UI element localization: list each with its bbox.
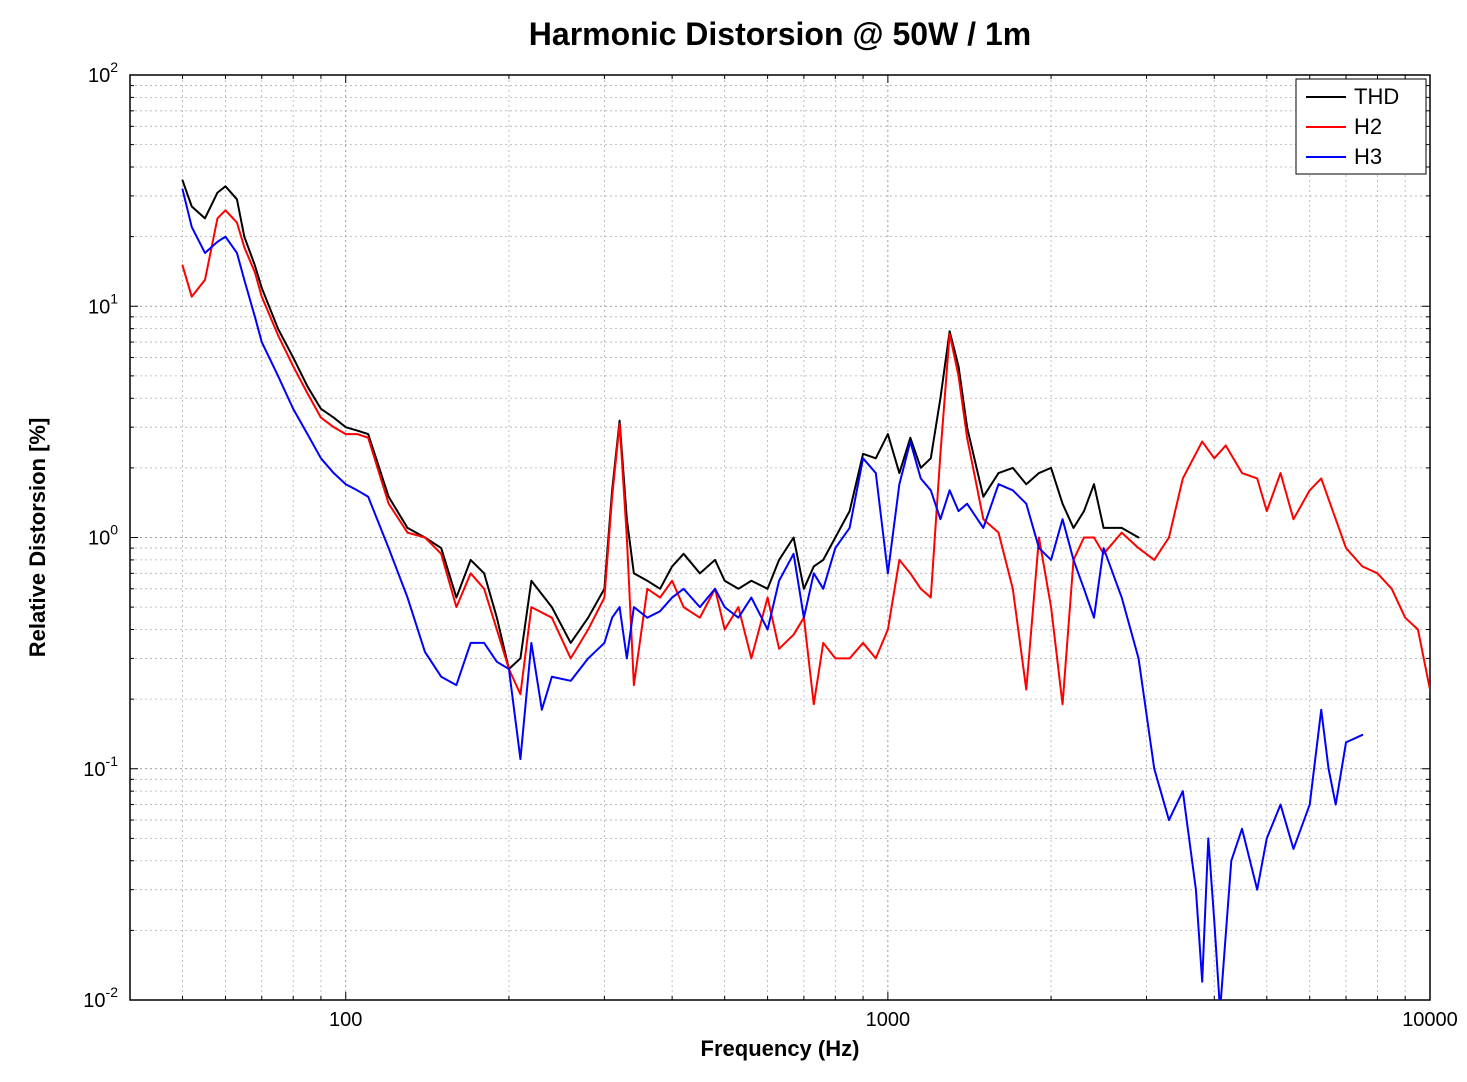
x-axis-label: Frequency (Hz) [701,1036,860,1061]
legend-label: H2 [1354,114,1382,139]
chart-title: Harmonic Distorsion @ 50W / 1m [529,16,1031,52]
x-tick-label: 10000 [1402,1009,1458,1031]
x-tick-label: 100 [329,1009,362,1031]
legend-label: H3 [1354,144,1382,169]
chart-svg: 10010001000010-210-1100101102Frequency (… [0,0,1467,1082]
chart-container: 10010001000010-210-1100101102Frequency (… [0,0,1467,1082]
y-axis-label: Relative Distorsion [%] [25,418,50,658]
x-tick-label: 1000 [866,1009,911,1031]
legend: THD H2 H3 [1296,79,1426,174]
legend-label: THD [1354,84,1399,109]
